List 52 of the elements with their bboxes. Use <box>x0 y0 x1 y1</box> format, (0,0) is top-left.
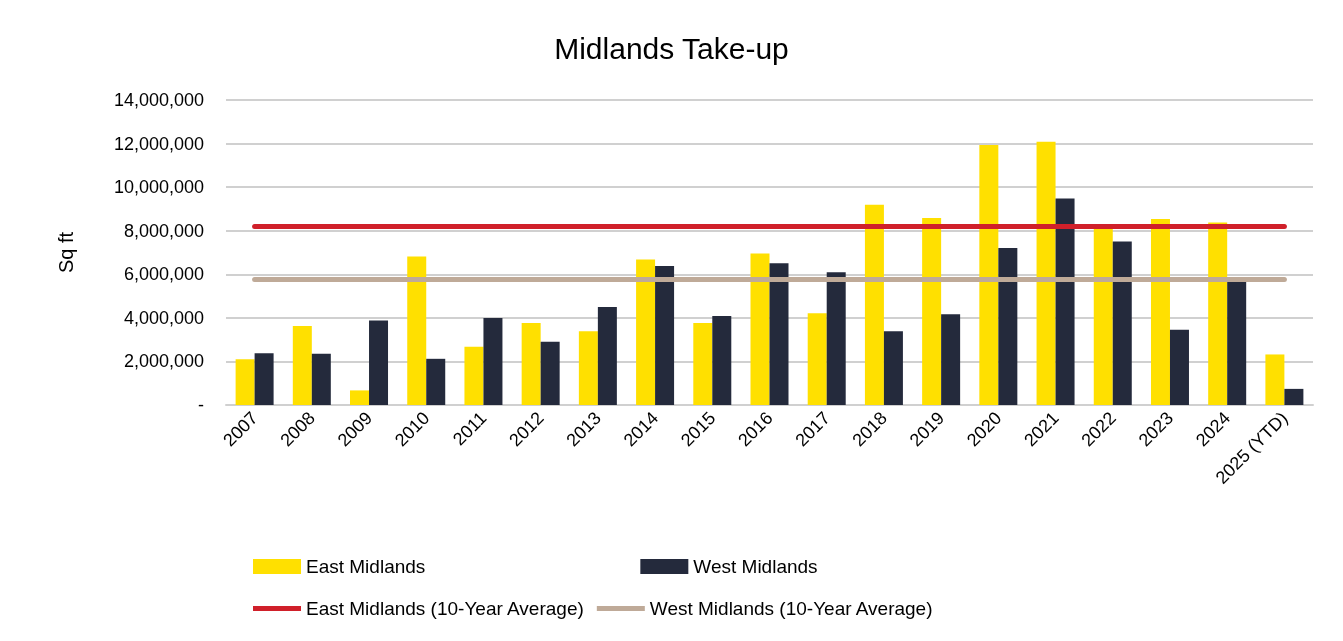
bar <box>693 323 713 405</box>
bar <box>807 313 827 405</box>
legend-label: East Midlands (10-Year Average) <box>306 598 584 619</box>
bar <box>922 218 942 405</box>
bar <box>1265 354 1285 405</box>
bar <box>769 263 789 405</box>
bar <box>292 325 312 405</box>
bar <box>521 323 541 405</box>
bar <box>597 306 617 405</box>
bar <box>254 353 274 405</box>
bar <box>350 390 370 405</box>
bar <box>1093 228 1113 405</box>
bar <box>750 253 770 405</box>
bar <box>540 341 560 405</box>
bar <box>712 315 732 405</box>
legend-label: West Midlands <box>693 556 818 577</box>
bar <box>655 266 675 405</box>
bar <box>311 353 331 405</box>
bar <box>1227 281 1247 405</box>
chart-title: Midlands Take-up <box>554 31 789 65</box>
bar <box>636 259 656 405</box>
bar <box>426 358 446 405</box>
bar <box>1112 241 1132 405</box>
y-tick-label: 8,000,000 <box>123 220 204 241</box>
bar <box>578 331 598 405</box>
bar <box>1036 141 1056 405</box>
bar <box>979 145 999 405</box>
y-tick-label: 2,000,000 <box>123 351 204 372</box>
bar <box>998 247 1018 405</box>
y-tick-label: 4,000,000 <box>123 307 204 328</box>
bar <box>826 272 846 405</box>
bar <box>407 256 427 405</box>
bar <box>864 204 884 405</box>
bar <box>1169 329 1189 405</box>
bar <box>941 314 961 405</box>
bar <box>1150 218 1170 405</box>
bar <box>235 359 255 405</box>
legend-label: East Midlands <box>306 556 426 577</box>
y-tick-label: 10,000,000 <box>113 177 204 198</box>
y-tick-label: - <box>198 395 204 415</box>
bar <box>1055 198 1075 405</box>
legend-label: West Midlands (10-Year Average) <box>649 598 933 619</box>
y-axis-title: Sq ft <box>55 231 77 274</box>
y-tick-label: 12,000,000 <box>113 133 204 154</box>
bar <box>464 346 484 405</box>
y-tick-label: 14,000,000 <box>113 90 204 110</box>
bar <box>1284 388 1304 405</box>
bar <box>883 331 903 405</box>
bar <box>483 318 503 405</box>
y-tick-label: 6,000,000 <box>123 264 204 285</box>
bar <box>369 320 389 405</box>
bar <box>1208 222 1228 405</box>
